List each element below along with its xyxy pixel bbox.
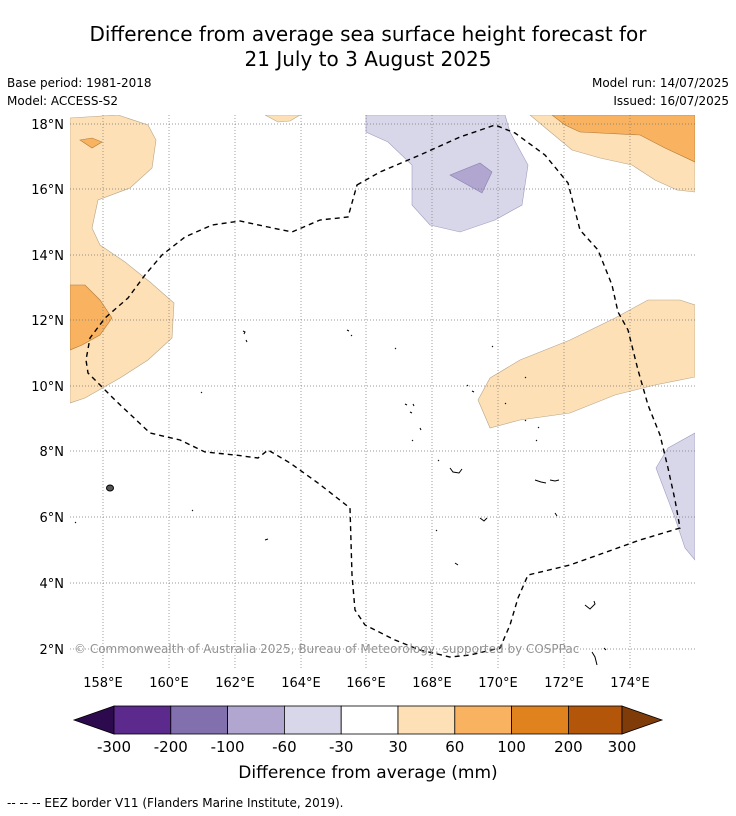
anomaly-region-northeast-strong bbox=[551, 115, 695, 163]
colorbar-arrow-high bbox=[621, 705, 664, 735]
anomaly-region-west-strong bbox=[70, 284, 113, 351]
colorbar bbox=[72, 705, 664, 735]
model-name: Model: ACCESS-S2 bbox=[7, 94, 119, 108]
anomaly-patch-north bbox=[264, 115, 301, 123]
lat-label: 14°N bbox=[31, 249, 64, 264]
anomaly-region-east-negative bbox=[655, 432, 695, 561]
lat-label: 2°N bbox=[40, 643, 65, 658]
latitude-labels: 18°N 16°N 14°N 12°N 10°N 8°N 6°N 4°N 2°N bbox=[31, 118, 64, 658]
lon-label: 164°E bbox=[281, 676, 321, 691]
lon-label: 172°E bbox=[544, 676, 584, 691]
colorbar-tick: 300 bbox=[608, 738, 637, 756]
lon-label: 160°E bbox=[149, 676, 189, 691]
colorbar-tick: -200 bbox=[154, 738, 188, 756]
base-period: Base period: 1981-2018 bbox=[7, 76, 152, 90]
colorbar-label: Difference from average (mm) bbox=[238, 763, 497, 783]
colorbar-segment bbox=[511, 705, 569, 735]
map-title: Difference from average sea surface heig… bbox=[0, 22, 736, 72]
lat-label: 12°N bbox=[31, 314, 64, 329]
colorbar-tick: -30 bbox=[329, 738, 354, 756]
colorbar-ticks: -300 -200 -100 -60 -30 30 60 100 200 300 bbox=[97, 738, 636, 756]
lat-label: 6°N bbox=[40, 511, 65, 526]
issued-date: Issued: 16/07/2025 bbox=[613, 94, 729, 108]
lon-label: 166°E bbox=[346, 676, 386, 691]
copyright-text: © Commonwealth of Australia 2025, Bureau… bbox=[74, 642, 579, 656]
colorbar-arrow-low bbox=[72, 705, 115, 735]
lat-label: 18°N bbox=[31, 118, 64, 133]
colorbar-segment bbox=[454, 705, 512, 735]
colorbar-segment bbox=[340, 705, 399, 735]
map-area bbox=[70, 115, 695, 668]
colorbar-segment bbox=[568, 705, 623, 735]
lat-label: 16°N bbox=[31, 183, 64, 198]
lon-label: 174°E bbox=[610, 676, 650, 691]
colorbar-segment bbox=[170, 705, 229, 735]
colorbar-segment bbox=[283, 705, 342, 735]
model-run: Model run: 14/07/2025 bbox=[591, 76, 729, 90]
eez-border bbox=[85, 124, 681, 658]
colorbar-tick: 200 bbox=[554, 738, 583, 756]
lon-label: 168°E bbox=[412, 676, 452, 691]
lon-label: 170°E bbox=[478, 676, 518, 691]
title-line-2: 21 July to 3 August 2025 bbox=[244, 47, 492, 71]
lat-label: 4°N bbox=[40, 577, 65, 592]
colorbar-segment bbox=[227, 705, 285, 735]
anomaly-region-east bbox=[477, 299, 695, 429]
longitude-labels: 158°E 160°E 162°E 164°E 166°E 168°E 170°… bbox=[83, 676, 650, 691]
colorbar-tick: 30 bbox=[388, 738, 407, 756]
map-gridlines bbox=[70, 115, 695, 668]
colorbar-tick: -60 bbox=[272, 738, 297, 756]
lat-label: 8°N bbox=[40, 445, 65, 460]
anomaly-patch-north-negative-strong bbox=[449, 162, 493, 194]
title-line-1: Difference from average sea surface heig… bbox=[89, 22, 647, 46]
colorbar-tick: 60 bbox=[445, 738, 464, 756]
anomaly-region-west bbox=[70, 115, 175, 404]
colorbar-segment bbox=[397, 705, 456, 735]
colorbar-tick: -300 bbox=[97, 738, 131, 756]
lon-label: 158°E bbox=[83, 676, 123, 691]
colorbar-tick: -100 bbox=[211, 738, 245, 756]
anomaly-region-north-negative bbox=[365, 115, 529, 233]
meta-left: Base period: 1981-2018 Model: ACCESS-S2 bbox=[7, 74, 152, 110]
islands bbox=[74, 329, 607, 666]
eez-legend-note: -- -- -- EEZ border V11 (Flanders Marine… bbox=[7, 796, 344, 810]
meta-right: Model run: 14/07/2025 Issued: 16/07/2025 bbox=[592, 74, 729, 110]
lat-label: 10°N bbox=[31, 380, 64, 395]
colorbar-segment bbox=[113, 705, 172, 735]
colorbar-tick: 100 bbox=[497, 738, 526, 756]
anomaly-patch-west-small bbox=[79, 137, 103, 149]
lon-label: 162°E bbox=[215, 676, 255, 691]
